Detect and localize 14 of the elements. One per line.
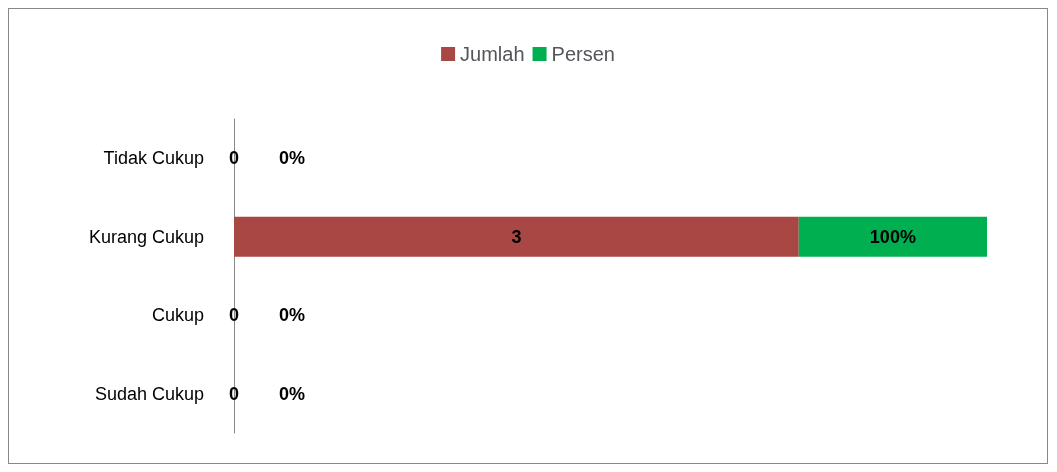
data-label: 0% [279,383,306,404]
legend-label: Persen [551,43,615,65]
data-label: 0 [228,148,240,169]
legend-label: Jumlah [460,43,525,65]
data-label: 0% [279,305,306,326]
data-label: 100% [869,226,916,247]
y-tick-label: Sudah Cukup [94,383,204,404]
y-tick-label: Tidak Cukup [103,148,204,169]
y-tick-label: Cukup [151,305,204,326]
y-tick-label: Kurang Cukup [88,226,204,247]
data-label: 0% [279,148,306,169]
data-label: 3 [511,226,522,247]
data-label: 0 [228,305,240,326]
data-label: 0 [228,383,240,404]
